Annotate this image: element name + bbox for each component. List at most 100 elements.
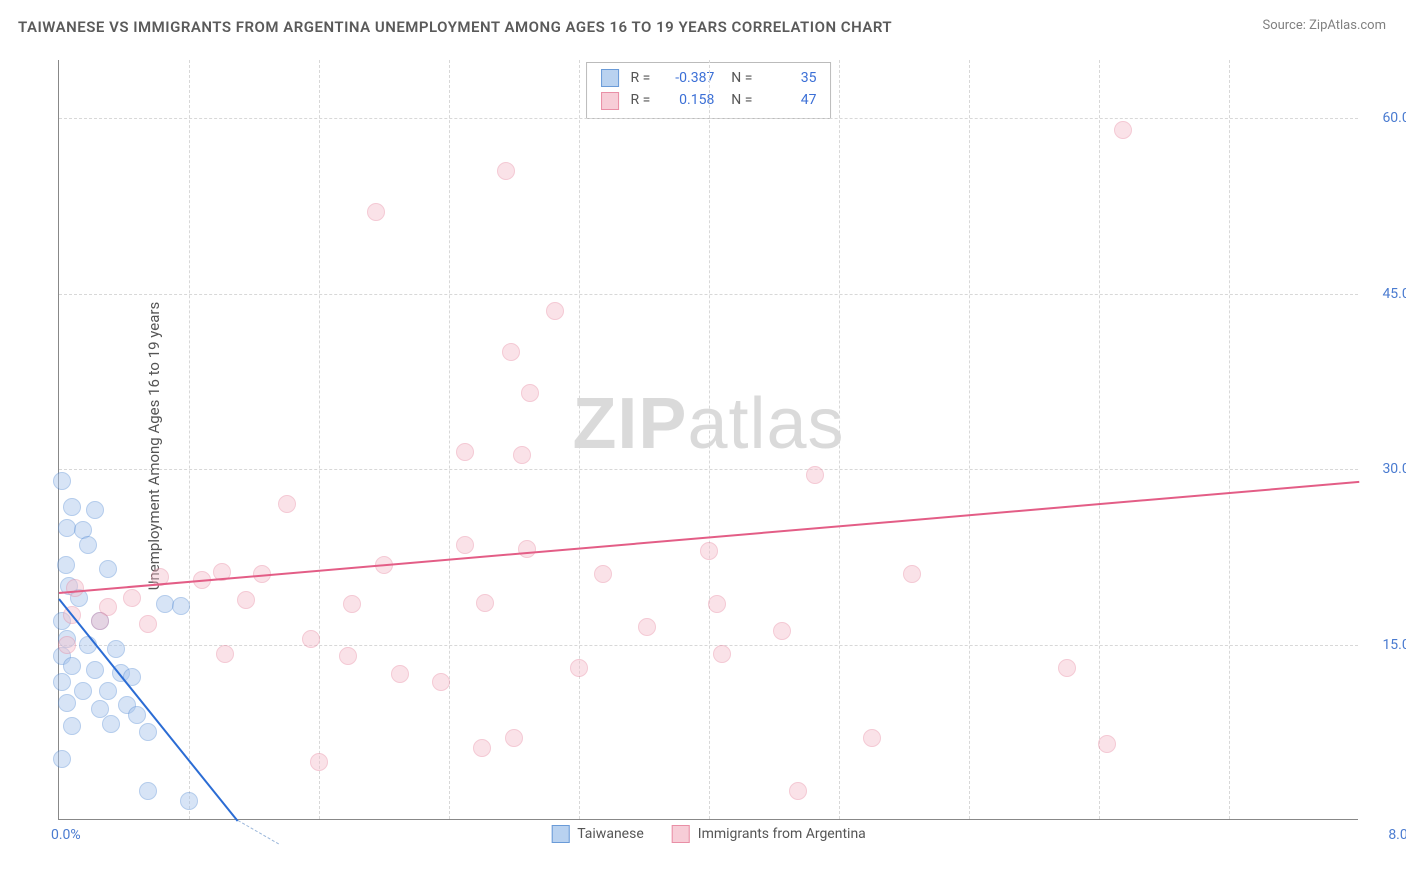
data-point bbox=[99, 598, 117, 616]
y-tick: 30.0% bbox=[1382, 461, 1406, 477]
data-point bbox=[118, 696, 136, 714]
swatch-taiwanese bbox=[601, 69, 619, 87]
data-point bbox=[107, 640, 125, 658]
gridline-v bbox=[1099, 60, 1100, 819]
source-label: Source: ZipAtlas.com bbox=[1262, 18, 1386, 33]
gridline-v bbox=[319, 60, 320, 819]
data-point bbox=[502, 343, 520, 361]
data-point bbox=[53, 750, 71, 768]
data-point bbox=[57, 556, 75, 574]
data-point bbox=[1058, 659, 1076, 677]
trend-line bbox=[58, 598, 238, 821]
plot-area: ZIPatlas R = -0.387 N = 35 R = 0.158 N =… bbox=[58, 60, 1358, 820]
data-point bbox=[63, 657, 81, 675]
data-point bbox=[513, 446, 531, 464]
data-point bbox=[237, 591, 255, 609]
gridline-v bbox=[709, 60, 710, 819]
data-point bbox=[74, 682, 92, 700]
data-point bbox=[63, 717, 81, 735]
data-point bbox=[139, 782, 157, 800]
data-point bbox=[638, 618, 656, 636]
data-point bbox=[102, 715, 120, 733]
legend: Taiwanese Immigrants from Argentina bbox=[551, 825, 866, 843]
chart-title: TAIWANESE VS IMMIGRANTS FROM ARGENTINA U… bbox=[18, 18, 892, 36]
data-point bbox=[343, 595, 361, 613]
corr-r-label: R = bbox=[631, 89, 651, 111]
data-point bbox=[58, 519, 76, 537]
data-point bbox=[521, 384, 539, 402]
gridline-v bbox=[449, 60, 450, 819]
data-point bbox=[497, 162, 515, 180]
data-point bbox=[456, 443, 474, 461]
data-point bbox=[1114, 121, 1132, 139]
data-point bbox=[773, 622, 791, 640]
y-tick: 60.0% bbox=[1382, 110, 1406, 126]
corr-r-value-2: 0.158 bbox=[660, 89, 714, 111]
data-point bbox=[53, 472, 71, 490]
data-point bbox=[53, 647, 71, 665]
data-point bbox=[518, 540, 536, 558]
data-point bbox=[74, 521, 92, 539]
data-point bbox=[99, 560, 117, 578]
data-point bbox=[546, 302, 564, 320]
data-point bbox=[594, 565, 612, 583]
data-point bbox=[1098, 735, 1116, 753]
corr-r-value-1: -0.387 bbox=[660, 67, 714, 89]
data-point bbox=[91, 700, 109, 718]
data-point bbox=[139, 723, 157, 741]
data-point bbox=[86, 661, 104, 679]
gridline-v bbox=[969, 60, 970, 819]
corr-n-label: N = bbox=[724, 67, 752, 89]
x-tick-min: 0.0% bbox=[51, 827, 81, 843]
data-point bbox=[63, 498, 81, 516]
legend-label-2: Immigrants from Argentina bbox=[698, 826, 866, 842]
data-point bbox=[476, 594, 494, 612]
gridline-v bbox=[1229, 60, 1230, 819]
data-point bbox=[79, 536, 97, 554]
legend-item-taiwanese: Taiwanese bbox=[551, 825, 644, 843]
data-point bbox=[473, 739, 491, 757]
data-point bbox=[58, 694, 76, 712]
gridline-v bbox=[579, 60, 580, 819]
data-point bbox=[456, 536, 474, 554]
data-point bbox=[339, 647, 357, 665]
legend-item-argentina: Immigrants from Argentina bbox=[672, 825, 866, 843]
y-tick: 15.0% bbox=[1382, 637, 1406, 653]
swatch-argentina bbox=[601, 92, 619, 110]
watermark-bold: ZIP bbox=[572, 384, 687, 464]
data-point bbox=[99, 682, 117, 700]
data-point bbox=[128, 706, 146, 724]
data-point bbox=[91, 612, 109, 630]
data-point bbox=[91, 612, 109, 630]
legend-label-1: Taiwanese bbox=[577, 826, 644, 842]
data-point bbox=[53, 673, 71, 691]
data-point bbox=[789, 782, 807, 800]
data-point bbox=[391, 665, 409, 683]
data-point bbox=[139, 615, 157, 633]
data-point bbox=[863, 729, 881, 747]
data-point bbox=[172, 597, 190, 615]
data-point bbox=[66, 579, 84, 597]
corr-n-value-2: 47 bbox=[762, 89, 816, 111]
data-point bbox=[86, 501, 104, 519]
data-point bbox=[903, 565, 921, 583]
data-point bbox=[123, 589, 141, 607]
data-point bbox=[505, 729, 523, 747]
data-point bbox=[216, 645, 234, 663]
legend-swatch-taiwanese bbox=[551, 825, 569, 843]
data-point bbox=[53, 612, 71, 630]
data-point bbox=[278, 495, 296, 513]
data-point bbox=[156, 595, 174, 613]
corr-n-value-1: 35 bbox=[762, 67, 816, 89]
gridline-v bbox=[839, 60, 840, 819]
y-tick: 45.0% bbox=[1382, 286, 1406, 302]
trend-line-ext bbox=[238, 820, 279, 844]
watermark-light: atlas bbox=[687, 384, 844, 464]
legend-swatch-argentina bbox=[672, 825, 690, 843]
data-point bbox=[367, 203, 385, 221]
corr-n-label: N = bbox=[724, 89, 752, 111]
x-tick-max: 8.0% bbox=[1388, 827, 1406, 843]
data-point bbox=[713, 645, 731, 663]
gridline-v bbox=[189, 60, 190, 819]
corr-r-label: R = bbox=[631, 67, 651, 89]
